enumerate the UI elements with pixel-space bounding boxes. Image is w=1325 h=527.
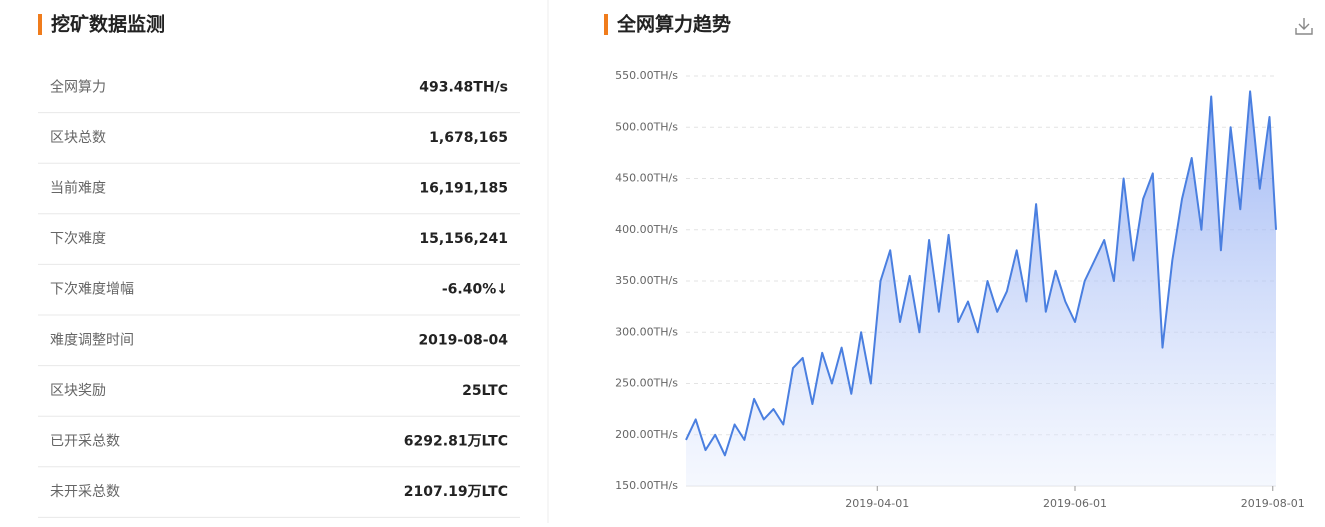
row-label: 已开采总数 <box>50 434 120 450</box>
title-accent <box>604 14 608 35</box>
row-label: 区块奖励 <box>50 382 106 399</box>
row-label: 难度调整时间 <box>50 332 134 348</box>
row-label: 未开采总数 <box>50 484 120 500</box>
y-tick-label: 200.00TH/s <box>615 428 678 441</box>
row-value: 25LTC <box>462 383 508 399</box>
row-value: 15,156,241 <box>419 231 508 247</box>
chart-title: 全网算力趋势 <box>616 13 731 36</box>
y-tick-label: 550.00TH/s <box>615 69 678 82</box>
row-value: 2019-08-04 <box>418 332 508 348</box>
title-accent <box>38 14 42 35</box>
y-tick-label: 400.00TH/s <box>615 223 678 236</box>
x-tick-label: 2019-06-01 <box>1043 497 1107 510</box>
row-label: 下次难度增幅 <box>50 282 134 298</box>
row-label: 下次难度 <box>50 231 106 247</box>
y-tick-label: 150.00TH/s <box>615 479 678 492</box>
row-value: 6292.81万LTC <box>404 434 508 450</box>
download-icon[interactable] <box>1295 18 1313 35</box>
row-value: 1,678,165 <box>429 130 508 146</box>
x-tick-label: 2019-08-01 <box>1241 497 1305 510</box>
y-tick-label: 450.00TH/s <box>615 172 678 185</box>
row-label: 区块总数 <box>50 130 106 146</box>
row-value: 493.48TH/s <box>419 79 508 95</box>
y-tick-label: 350.00TH/s <box>615 274 678 287</box>
row-value: -6.40%↓ <box>442 282 508 298</box>
row-label: 全网算力 <box>50 78 106 95</box>
x-tick-label: 2019-04-01 <box>845 497 909 510</box>
row-value: 16,191,185 <box>419 181 508 197</box>
line <box>685 90 1277 457</box>
y-tick-label: 250.00TH/s <box>615 377 678 390</box>
y-tick-label: 500.00TH/s <box>615 120 678 133</box>
area <box>686 91 1276 487</box>
row-label: 当前难度 <box>50 180 106 197</box>
panel-title: 挖矿数据监测 <box>51 13 165 36</box>
row-value: 2107.19万LTC <box>404 484 508 500</box>
y-tick-label: 300.00TH/s <box>615 325 678 338</box>
